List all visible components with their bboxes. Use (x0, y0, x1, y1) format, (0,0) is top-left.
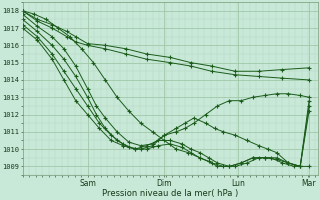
X-axis label: Pression niveau de la mer( hPa ): Pression niveau de la mer( hPa ) (102, 189, 238, 198)
